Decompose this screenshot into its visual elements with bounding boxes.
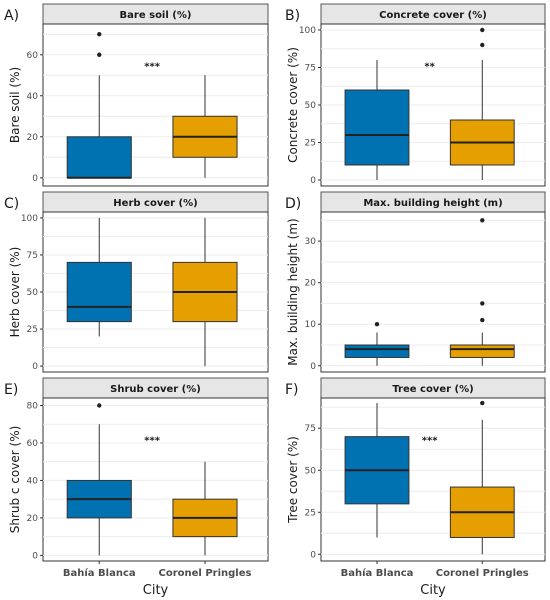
panel-letter: A) bbox=[4, 8, 19, 24]
box-coronel-pringles bbox=[449, 218, 515, 366]
y-tick-label: 50 bbox=[305, 466, 317, 476]
y-tick-label: 25 bbox=[27, 325, 38, 335]
y-tick-label: 40 bbox=[27, 92, 39, 102]
box-bahia-blanca bbox=[66, 32, 132, 179]
panel-1: Bare soil (%) 0 20 40 60 *** Bare soil (%) A) bbox=[4, 3, 269, 187]
y-axis-label: Shrub c cover (%) bbox=[8, 426, 22, 534]
significance-marker: ** bbox=[424, 61, 435, 72]
box-bahia-blanca bbox=[66, 403, 132, 556]
y-axis-label: Concrete cover (%) bbox=[286, 47, 300, 163]
y-tick-label: 25 bbox=[305, 139, 316, 149]
box-coronel-pringles bbox=[172, 217, 238, 367]
box-iqr bbox=[449, 344, 515, 358]
panel-title: Bare soil (%) bbox=[120, 10, 192, 21]
y-tick-label: 25 bbox=[305, 508, 316, 518]
box-coronel-pringles bbox=[172, 461, 238, 556]
outlier-point bbox=[480, 42, 485, 48]
panel-letter: C) bbox=[4, 196, 19, 212]
outlier-point bbox=[97, 403, 102, 408]
box-coronel-pringles bbox=[449, 27, 515, 180]
y-tick-label: 20 bbox=[305, 279, 317, 289]
y-tick-label: 75 bbox=[305, 424, 316, 434]
box-bahia-blanca bbox=[344, 322, 410, 366]
panel-letter: F) bbox=[285, 382, 299, 398]
y-tick-label: 75 bbox=[305, 64, 316, 74]
outlier-point bbox=[480, 301, 485, 306]
outlier-point bbox=[97, 52, 102, 57]
box-bahia-blanca bbox=[344, 403, 410, 538]
panel-letter: B) bbox=[285, 8, 300, 24]
y-tick-label: 0 bbox=[32, 362, 38, 372]
y-tick-label: 50 bbox=[27, 288, 39, 298]
x-axis-title-left: City bbox=[143, 583, 169, 598]
box-iqr bbox=[66, 261, 132, 323]
outlier-point bbox=[480, 317, 485, 323]
y-tick-label: 100 bbox=[299, 26, 316, 36]
box-iqr bbox=[66, 136, 132, 179]
y-tick-label: 0 bbox=[310, 176, 316, 186]
box-iqr bbox=[344, 344, 410, 358]
y-tick-label: 30 bbox=[305, 237, 317, 247]
box-coronel-pringles bbox=[449, 400, 515, 555]
panel-title: Shrub cover (%) bbox=[110, 384, 201, 395]
y-tick-label: 10 bbox=[305, 320, 317, 330]
y-axis-label: Tree cover (%) bbox=[286, 436, 300, 524]
box-iqr bbox=[344, 89, 410, 166]
y-tick-label: 0 bbox=[310, 550, 316, 560]
y-axis-label: Max. building height (m) bbox=[286, 218, 300, 365]
outlier-point bbox=[480, 218, 485, 223]
y-tick-label: 80 bbox=[27, 401, 39, 411]
panel-6: Tree cover (%) 0 25 50 75 *** Tree cover (%) F)… bbox=[285, 377, 546, 579]
outlier-point bbox=[480, 400, 485, 406]
y-tick-label: 100 bbox=[21, 214, 38, 224]
panel-title: Max. building height (m) bbox=[363, 198, 502, 209]
outlier-point bbox=[480, 27, 485, 33]
panel-title: Concrete cover (%) bbox=[379, 10, 487, 21]
y-tick-label: 50 bbox=[305, 101, 317, 111]
y-tick-label: 0 bbox=[310, 362, 316, 372]
x-category-label: Coronel Pringles bbox=[159, 568, 252, 579]
panel-3: Herb cover (%) 0 25 50 75 100 Herb cover (%) C) bbox=[4, 191, 269, 373]
y-axis-label: Bare soil (%) bbox=[8, 67, 22, 143]
x-category-label: Bahía Blanca bbox=[341, 567, 414, 579]
panel-4: Max. building height (m) 0 10 20 30 Max. buil… bbox=[285, 191, 546, 373]
panels-group: Bare soil (%) 0 20 40 60 *** Bare soil (%) A) Co… bbox=[4, 3, 546, 579]
y-tick-label: 75 bbox=[27, 251, 38, 261]
y-tick-label: 60 bbox=[27, 51, 39, 61]
panel-2: Concrete cover (%) 0 25 50 75 100 ** Concrete c… bbox=[285, 3, 546, 187]
box-bahia-blanca bbox=[66, 217, 132, 337]
significance-marker: *** bbox=[144, 61, 160, 72]
panel-letter: D) bbox=[285, 196, 301, 212]
y-tick-label: 0 bbox=[32, 174, 38, 184]
panel-title: Tree cover (%) bbox=[392, 384, 473, 395]
x-axis-title-right: City bbox=[420, 583, 446, 598]
panel-5: Shrub cover (%) 0 20 40 60 80 *** Shrub c cover… bbox=[4, 377, 269, 579]
y-tick-label: 40 bbox=[27, 476, 39, 486]
x-category-label: Bahía Blanca bbox=[63, 567, 136, 579]
significance-marker: *** bbox=[144, 436, 160, 447]
outlier-point bbox=[374, 322, 380, 327]
panel-title: Herb cover (%) bbox=[113, 198, 197, 209]
y-tick-label: 60 bbox=[27, 439, 39, 449]
y-axis-label: Herb cover (%) bbox=[8, 247, 22, 338]
y-tick-label: 20 bbox=[27, 133, 39, 143]
y-tick-label: 0 bbox=[32, 551, 38, 561]
x-category-label: Coronel Pringles bbox=[436, 568, 529, 579]
box-bahia-blanca bbox=[344, 60, 410, 180]
box-coronel-pringles bbox=[172, 75, 238, 178]
y-tick-label: 20 bbox=[27, 514, 39, 524]
significance-marker: *** bbox=[422, 436, 438, 447]
panel-letter: E) bbox=[4, 382, 18, 398]
outlier-point bbox=[97, 32, 102, 37]
